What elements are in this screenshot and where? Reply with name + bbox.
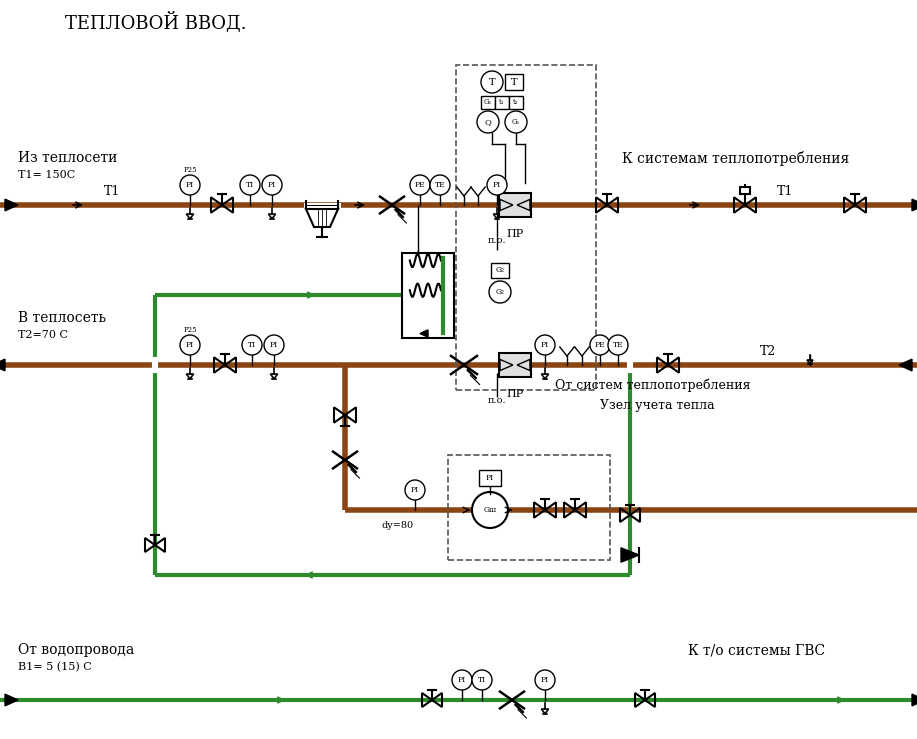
Text: ПР: ПР [506,389,524,399]
Text: К т/о системы ГВС: К т/о системы ГВС [688,643,825,657]
Bar [740,188,750,194]
Circle shape [264,335,284,355]
Text: TI: TI [248,341,256,349]
Circle shape [487,175,507,195]
Text: G₂: G₂ [495,266,504,274]
Polygon shape [621,548,639,562]
Text: G₁: G₁ [512,118,520,126]
Polygon shape [306,209,338,227]
Text: ПР: ПР [506,229,524,239]
Text: TE: TE [613,341,624,349]
Text: PI: PI [186,181,194,189]
Text: PE: PE [595,341,605,349]
Text: PI: PI [270,341,278,349]
Bar [509,95,523,109]
Bar [505,74,523,90]
Text: TE: TE [435,181,446,189]
Circle shape [240,175,260,195]
Text: В теплосеть: В теплосеть [18,311,106,325]
Bar [499,353,531,377]
Text: п.о.: п.о. [488,396,506,405]
Text: В1= 5 (15) С: В1= 5 (15) С [18,662,92,672]
Polygon shape [5,694,18,706]
Text: PI: PI [411,486,419,494]
Circle shape [608,335,628,355]
Polygon shape [0,359,5,371]
Bar [499,193,531,217]
Circle shape [242,335,262,355]
Polygon shape [899,359,912,371]
Text: PE: PE [414,181,425,189]
Text: G₂: G₂ [495,288,504,296]
Polygon shape [912,694,917,706]
Circle shape [472,670,492,690]
Text: T1: T1 [104,185,120,197]
Text: TI: TI [246,181,254,189]
Circle shape [505,111,527,133]
Text: Т1= 150С: Т1= 150С [18,170,75,180]
Bar [402,253,454,338]
Text: G₁: G₁ [484,98,492,106]
Polygon shape [420,330,428,337]
Text: t₁: t₁ [499,98,505,106]
Bar [479,470,501,486]
Text: T: T [489,78,495,86]
Polygon shape [912,199,917,211]
Bar [495,95,509,109]
Text: От водопровода: От водопровода [18,643,134,657]
Bar [448,455,610,560]
Text: PI: PI [541,676,549,684]
Text: PI: PI [268,181,276,189]
Circle shape [262,175,282,195]
Text: ТЕПЛОВОЙ ВВОД.: ТЕПЛОВОЙ ВВОД. [65,11,247,33]
Text: T: T [511,78,517,86]
Circle shape [452,670,472,690]
Text: PI: PI [186,341,194,349]
Circle shape [430,175,450,195]
Text: P25: P25 [183,326,197,334]
Text: PI: PI [458,676,466,684]
Text: Узел учета тепла: Узел учета тепла [600,398,714,412]
Circle shape [481,71,503,93]
Circle shape [405,480,425,500]
Text: PI: PI [541,341,549,349]
Text: T2: T2 [760,344,776,358]
Text: Т2=70 С: Т2=70 С [18,330,68,340]
Circle shape [180,335,200,355]
Bar [491,262,509,278]
Bar [481,95,495,109]
Text: Из теплосети: Из теплосети [18,151,117,165]
Text: dy=80: dy=80 [382,522,414,531]
Text: PI: PI [493,181,501,189]
Text: К системам теплопотребления: К системам теплопотребления [622,151,849,166]
Text: п.о.: п.о. [488,236,506,245]
Text: PI: PI [486,474,494,482]
Text: P25: P25 [183,166,197,174]
Text: T1: T1 [777,185,793,197]
Polygon shape [5,199,18,211]
Circle shape [535,335,555,355]
Text: TI: TI [478,676,486,684]
Circle shape [535,670,555,690]
Circle shape [489,281,511,303]
Text: От систем теплопотребления: От систем теплопотребления [555,378,750,392]
Circle shape [472,492,508,528]
Text: t₂: t₂ [514,98,519,106]
Circle shape [590,335,610,355]
Bar [456,65,596,390]
Circle shape [180,175,200,195]
Text: Gш: Gш [483,506,497,514]
Circle shape [410,175,430,195]
Circle shape [477,111,499,133]
Text: Q: Q [484,118,492,126]
